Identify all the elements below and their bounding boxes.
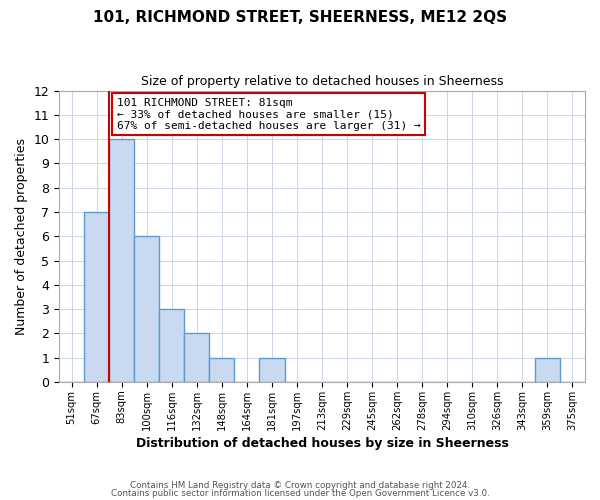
Bar [84,212,109,382]
Text: 101, RICHMOND STREET, SHEERNESS, ME12 2QS: 101, RICHMOND STREET, SHEERNESS, ME12 2Q… [93,10,507,25]
Bar [535,358,560,382]
Bar [209,358,235,382]
Title: Size of property relative to detached houses in Sheerness: Size of property relative to detached ho… [141,75,503,88]
Text: 101 RICHMOND STREET: 81sqm
← 33% of detached houses are smaller (15)
67% of semi: 101 RICHMOND STREET: 81sqm ← 33% of deta… [117,98,421,131]
Text: Contains HM Land Registry data © Crown copyright and database right 2024.: Contains HM Land Registry data © Crown c… [130,481,470,490]
Bar [109,139,134,382]
Bar [160,309,184,382]
Y-axis label: Number of detached properties: Number of detached properties [15,138,28,335]
Bar [134,236,160,382]
Bar [259,358,284,382]
Bar [184,334,209,382]
X-axis label: Distribution of detached houses by size in Sheerness: Distribution of detached houses by size … [136,437,509,450]
Text: Contains public sector information licensed under the Open Government Licence v3: Contains public sector information licen… [110,488,490,498]
